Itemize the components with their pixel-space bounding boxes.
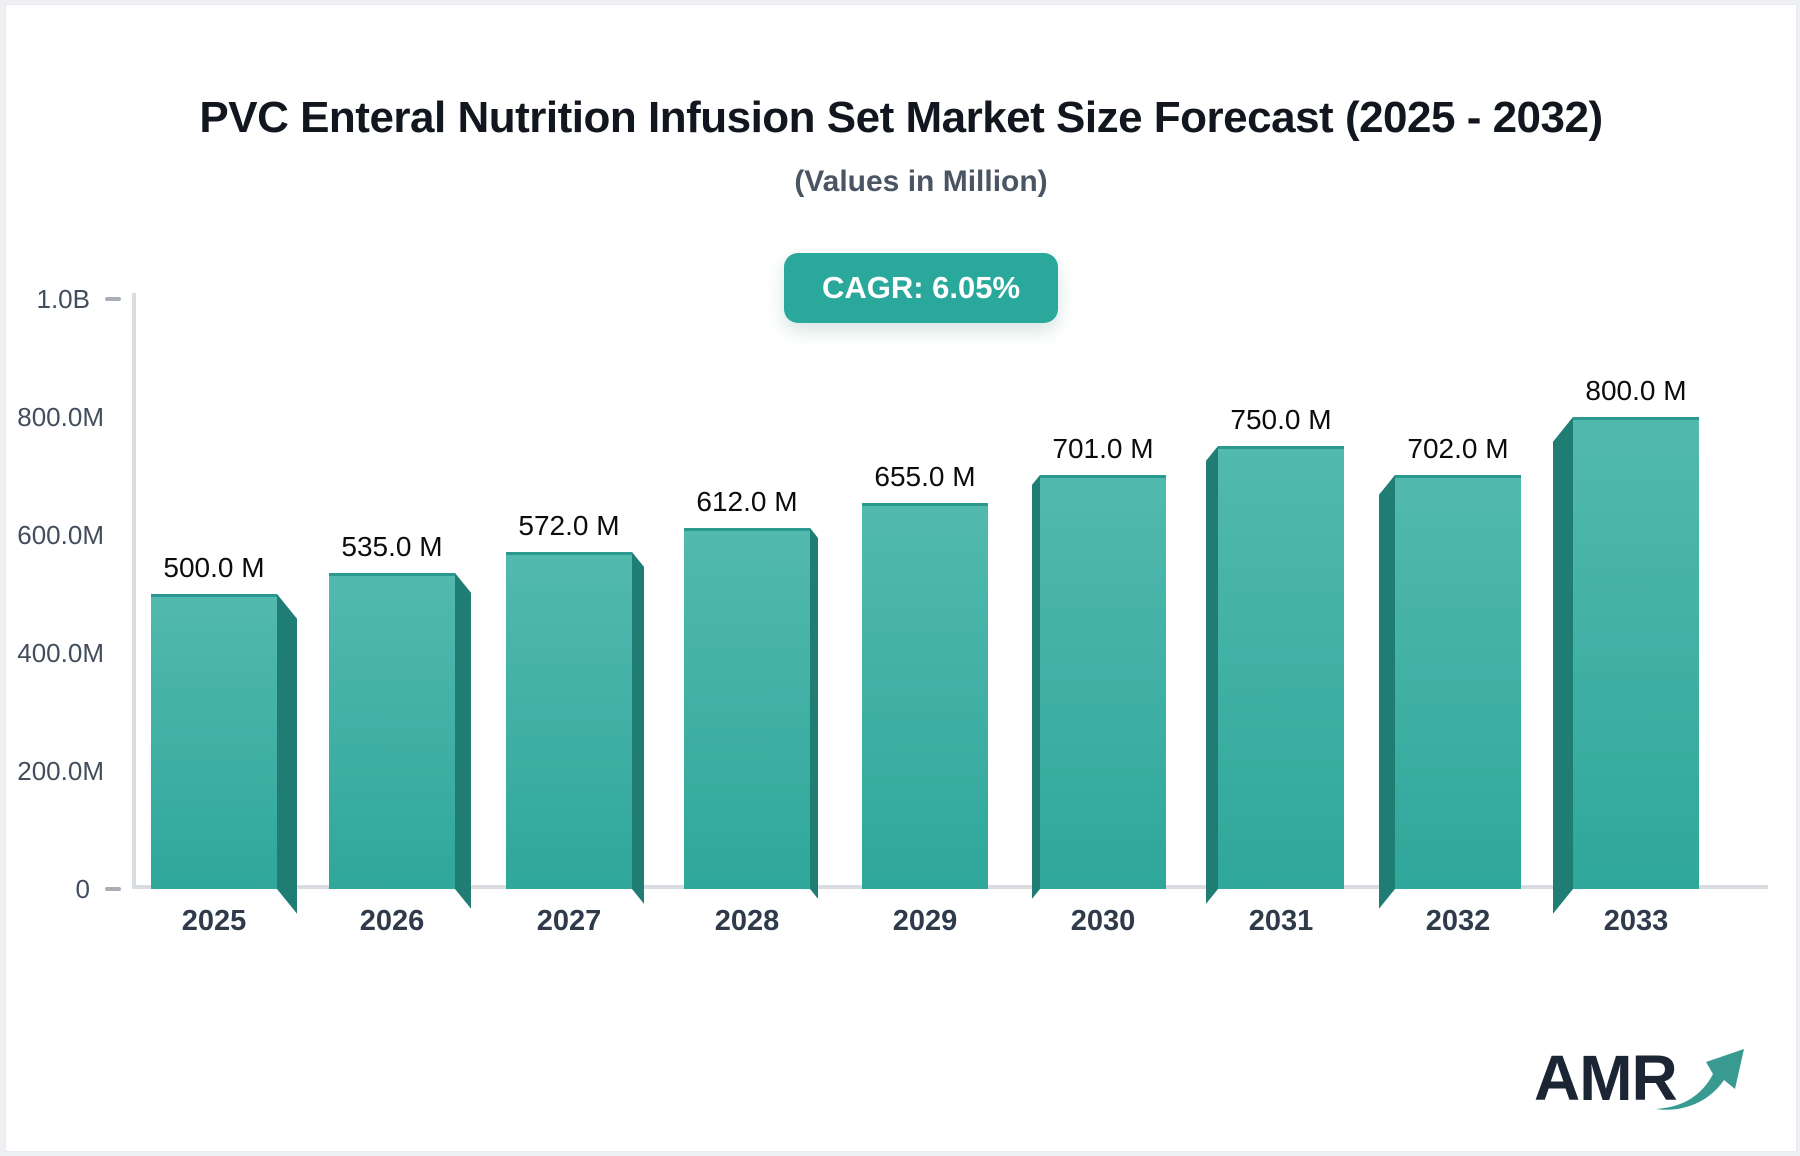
bar-front-face [1218,446,1344,889]
cagr-badge: CAGR: 6.05% [783,253,1059,323]
bar-front-face [1040,475,1166,889]
y-tick-label: 200.0M [17,756,104,786]
bar-2027 [506,552,644,904]
bar-side-face [632,552,644,904]
bar-side-face [1553,417,1573,914]
x-tick-label-2030: 2030 [1070,905,1136,937]
amr-logo: AMR [1534,1041,1744,1131]
amr-logo-text: AMR [1534,1042,1678,1114]
y-axis-line [132,293,136,889]
y-tick-label: 800.0M [17,402,104,432]
bar-side-face [455,573,471,909]
bar-side-face [1379,475,1395,909]
bar-side-face [810,528,818,899]
x-tick-label-2026: 2026 [359,905,425,937]
bar-value-label: 800.0 M [1585,375,1687,406]
bar-value-label: 500.0 M [163,552,265,583]
bar-side-face [1032,475,1040,899]
bar-front-face [1395,475,1521,889]
bar-side-face [1206,446,1218,904]
x-tick-label-2033: 2033 [1603,905,1669,937]
chart-card: PVC Enteral Nutrition Infusion Set Marke… [5,4,1797,1152]
bar-2030 [1032,475,1166,899]
x-tick-label-2027: 2027 [536,905,602,937]
amr-logo-arrow-icon [1656,1049,1744,1110]
bar-front-face [862,503,988,889]
cagr-badge-wrap: CAGR: 6.05% [46,253,1796,323]
y-tick-label: 0 [75,874,90,904]
bar-value-label: 612.0 M [696,486,798,517]
y-tick-label: 1.0B [36,284,91,314]
bar-2029 [862,503,988,889]
chart-canvas: PVC Enteral Nutrition Infusion Set Marke… [6,5,1796,1151]
bar-front-face [506,552,632,889]
bar-2028 [684,528,818,899]
bar-value-label: 701.0 M [1052,433,1154,464]
bar-value-label: 655.0 M [874,461,976,492]
bar-front-face [684,528,810,889]
x-tick-label-2028: 2028 [714,905,780,937]
y-tick-dash [105,297,121,301]
bar-value-label: 572.0 M [518,510,620,541]
bar-2026 [329,573,471,909]
bar-value-label: 750.0 M [1230,404,1332,435]
chart-title: PVC Enteral Nutrition Infusion Set Marke… [199,93,1603,142]
x-tick-label-2032: 2032 [1425,905,1491,937]
y-tick-label: 600.0M [17,520,104,550]
bar-front-face [1573,417,1699,889]
bar-value-label: 702.0 M [1407,433,1509,464]
bar-side-face [277,594,297,914]
bar-front-face [151,594,277,889]
bar-front-face [329,573,455,889]
x-tick-label-2031: 2031 [1248,905,1314,937]
x-tick-label-2025: 2025 [181,905,247,937]
x-tick-label-2029: 2029 [892,905,958,937]
bar-2031 [1206,446,1344,904]
bar-2032 [1379,475,1521,909]
y-tick-dash [105,887,121,891]
bar-value-label: 535.0 M [341,531,443,562]
y-tick-label: 400.0M [17,638,104,668]
bar-2025 [151,594,297,914]
bar-2033 [1553,417,1699,914]
chart-subtitle: (Values in Million) [794,165,1048,198]
